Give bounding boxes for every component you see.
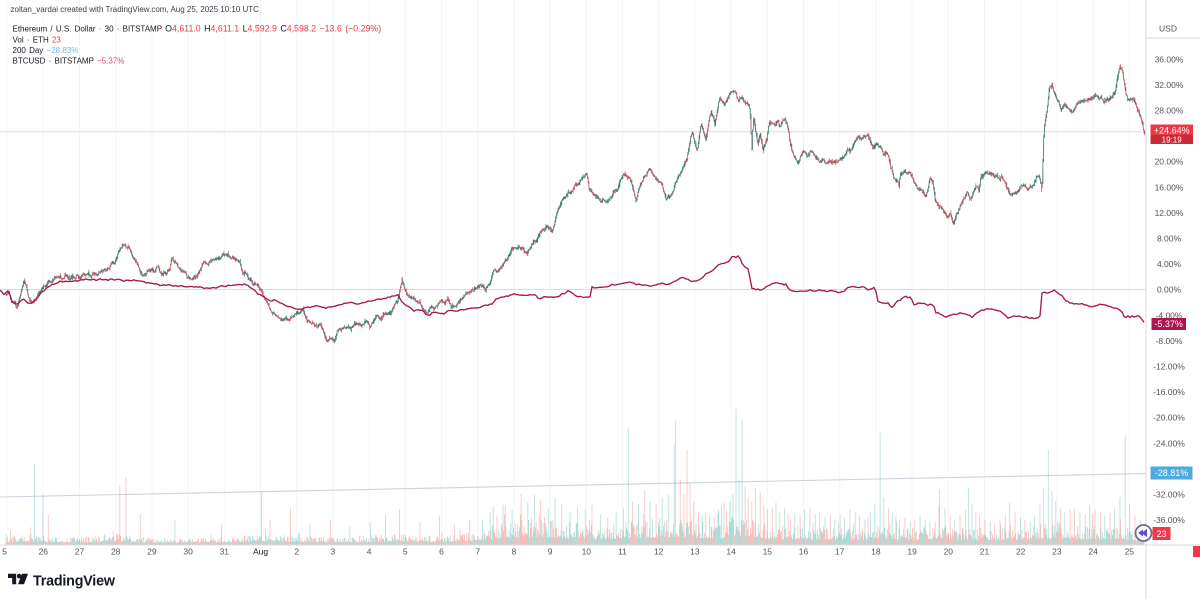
svg-text:Vol · ETH 23: Vol · ETH 23 <box>13 36 62 45</box>
svg-text:19: 19 <box>907 547 917 557</box>
svg-text:-28.81%: -28.81% <box>1155 468 1189 478</box>
svg-text:28: 28 <box>111 547 121 557</box>
svg-text:8.00%: 8.00% <box>1157 234 1182 244</box>
svg-text:zoltan_vardai created with Tra: zoltan_vardai created with TradingView.c… <box>11 5 260 14</box>
svg-text:10: 10 <box>582 547 592 557</box>
svg-text:8: 8 <box>512 547 517 557</box>
svg-text:14: 14 <box>726 547 736 557</box>
svg-text:21: 21 <box>980 547 990 557</box>
svg-text:-20.00%: -20.00% <box>1153 413 1185 423</box>
svg-text:+24.64%: +24.64% <box>1154 125 1190 135</box>
svg-text:-5.37%: -5.37% <box>1154 319 1183 329</box>
svg-text:15: 15 <box>763 547 773 557</box>
svg-text:0.00%: 0.00% <box>1157 285 1182 295</box>
svg-text:22: 22 <box>1016 547 1026 557</box>
svg-text:TradingView: TradingView <box>33 574 116 590</box>
svg-text:31: 31 <box>220 547 230 557</box>
svg-text:28.00%: 28.00% <box>1155 106 1184 116</box>
svg-text:30: 30 <box>183 547 193 557</box>
svg-text:5: 5 <box>2 547 7 557</box>
svg-text:26: 26 <box>39 547 49 557</box>
svg-text:12: 12 <box>654 547 664 557</box>
svg-text:-32.00%: -32.00% <box>1153 490 1185 500</box>
svg-text:23: 23 <box>1156 529 1166 539</box>
svg-text:11: 11 <box>618 547 627 557</box>
svg-text:12.00%: 12.00% <box>1155 208 1184 218</box>
svg-text:3: 3 <box>331 547 336 557</box>
svg-text:Ethereum / U.S. Dollar · 30 ·: Ethereum / U.S. Dollar · 30 · BITSTAMP O… <box>13 24 382 34</box>
svg-text:6: 6 <box>439 547 444 557</box>
svg-text:17: 17 <box>835 547 845 557</box>
svg-text:4.00%: 4.00% <box>1157 259 1182 269</box>
svg-text:25: 25 <box>1125 547 1135 557</box>
svg-text:-12.00%: -12.00% <box>1153 362 1185 372</box>
svg-text:4: 4 <box>367 547 372 557</box>
svg-text:-8.00%: -8.00% <box>1156 336 1183 346</box>
svg-text:18: 18 <box>871 547 881 557</box>
svg-text:27: 27 <box>75 547 85 557</box>
svg-text:13: 13 <box>690 547 700 557</box>
svg-text:USD: USD <box>1159 24 1177 34</box>
svg-text:Aug: Aug <box>253 547 268 557</box>
svg-text:-36.00%: -36.00% <box>1153 515 1185 525</box>
svg-text:20.00%: 20.00% <box>1155 157 1184 167</box>
svg-text:16.00%: 16.00% <box>1155 182 1184 192</box>
svg-text:9: 9 <box>548 547 553 557</box>
svg-text:-4.00%: -4.00% <box>1156 310 1183 320</box>
svg-text:29: 29 <box>147 547 157 557</box>
svg-text:24: 24 <box>1088 547 1098 557</box>
svg-text:BTCUSD · BITSTAMP −5.37%: BTCUSD · BITSTAMP −5.37% <box>13 57 125 66</box>
svg-text:7: 7 <box>475 547 480 557</box>
svg-text:-16.00%: -16.00% <box>1153 387 1185 397</box>
svg-text:23: 23 <box>1052 547 1062 557</box>
svg-text:32.00%: 32.00% <box>1155 80 1184 90</box>
svg-text:200 Day −28.83%: 200 Day −28.83% <box>13 46 79 55</box>
svg-text:5: 5 <box>403 547 408 557</box>
svg-text:20: 20 <box>944 547 954 557</box>
svg-text:2: 2 <box>294 547 299 557</box>
svg-text:16: 16 <box>799 547 809 557</box>
svg-text:19:19: 19:19 <box>1162 136 1183 145</box>
svg-text:-24.00%: -24.00% <box>1153 438 1185 448</box>
svg-text:36.00%: 36.00% <box>1155 54 1184 64</box>
